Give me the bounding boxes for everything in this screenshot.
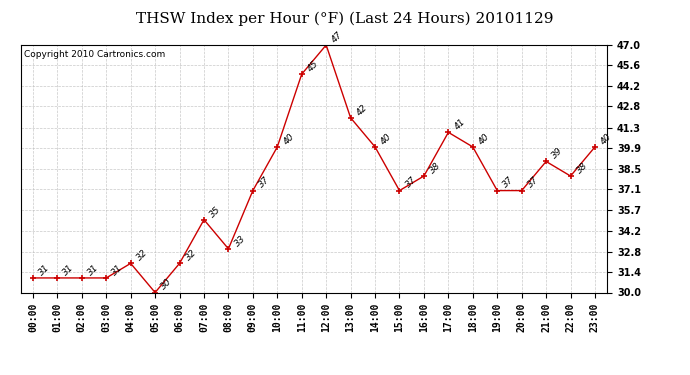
- Text: 37: 37: [502, 176, 516, 190]
- Text: 39: 39: [550, 146, 565, 161]
- Text: 42: 42: [355, 102, 369, 117]
- Text: 31: 31: [37, 262, 52, 277]
- Text: 32: 32: [184, 248, 198, 262]
- Text: 40: 40: [380, 132, 394, 146]
- Text: 41: 41: [453, 117, 467, 132]
- Text: 47: 47: [331, 30, 345, 44]
- Text: 38: 38: [575, 161, 589, 175]
- Text: 40: 40: [477, 132, 491, 146]
- Text: 31: 31: [110, 262, 125, 277]
- Text: 40: 40: [599, 132, 613, 146]
- Text: THSW Index per Hour (°F) (Last 24 Hours) 20101129: THSW Index per Hour (°F) (Last 24 Hours)…: [136, 11, 554, 26]
- Text: 35: 35: [208, 204, 223, 219]
- Text: Copyright 2010 Cartronics.com: Copyright 2010 Cartronics.com: [23, 50, 165, 59]
- Text: 40: 40: [282, 132, 296, 146]
- Text: 32: 32: [135, 248, 149, 262]
- Text: 31: 31: [86, 262, 101, 277]
- Text: 33: 33: [233, 234, 247, 248]
- Text: 45: 45: [306, 59, 320, 74]
- Text: 30: 30: [159, 277, 174, 292]
- Text: 31: 31: [61, 262, 76, 277]
- Text: 38: 38: [428, 161, 442, 175]
- Text: 37: 37: [257, 176, 272, 190]
- Text: 37: 37: [526, 176, 540, 190]
- Text: 37: 37: [404, 176, 418, 190]
